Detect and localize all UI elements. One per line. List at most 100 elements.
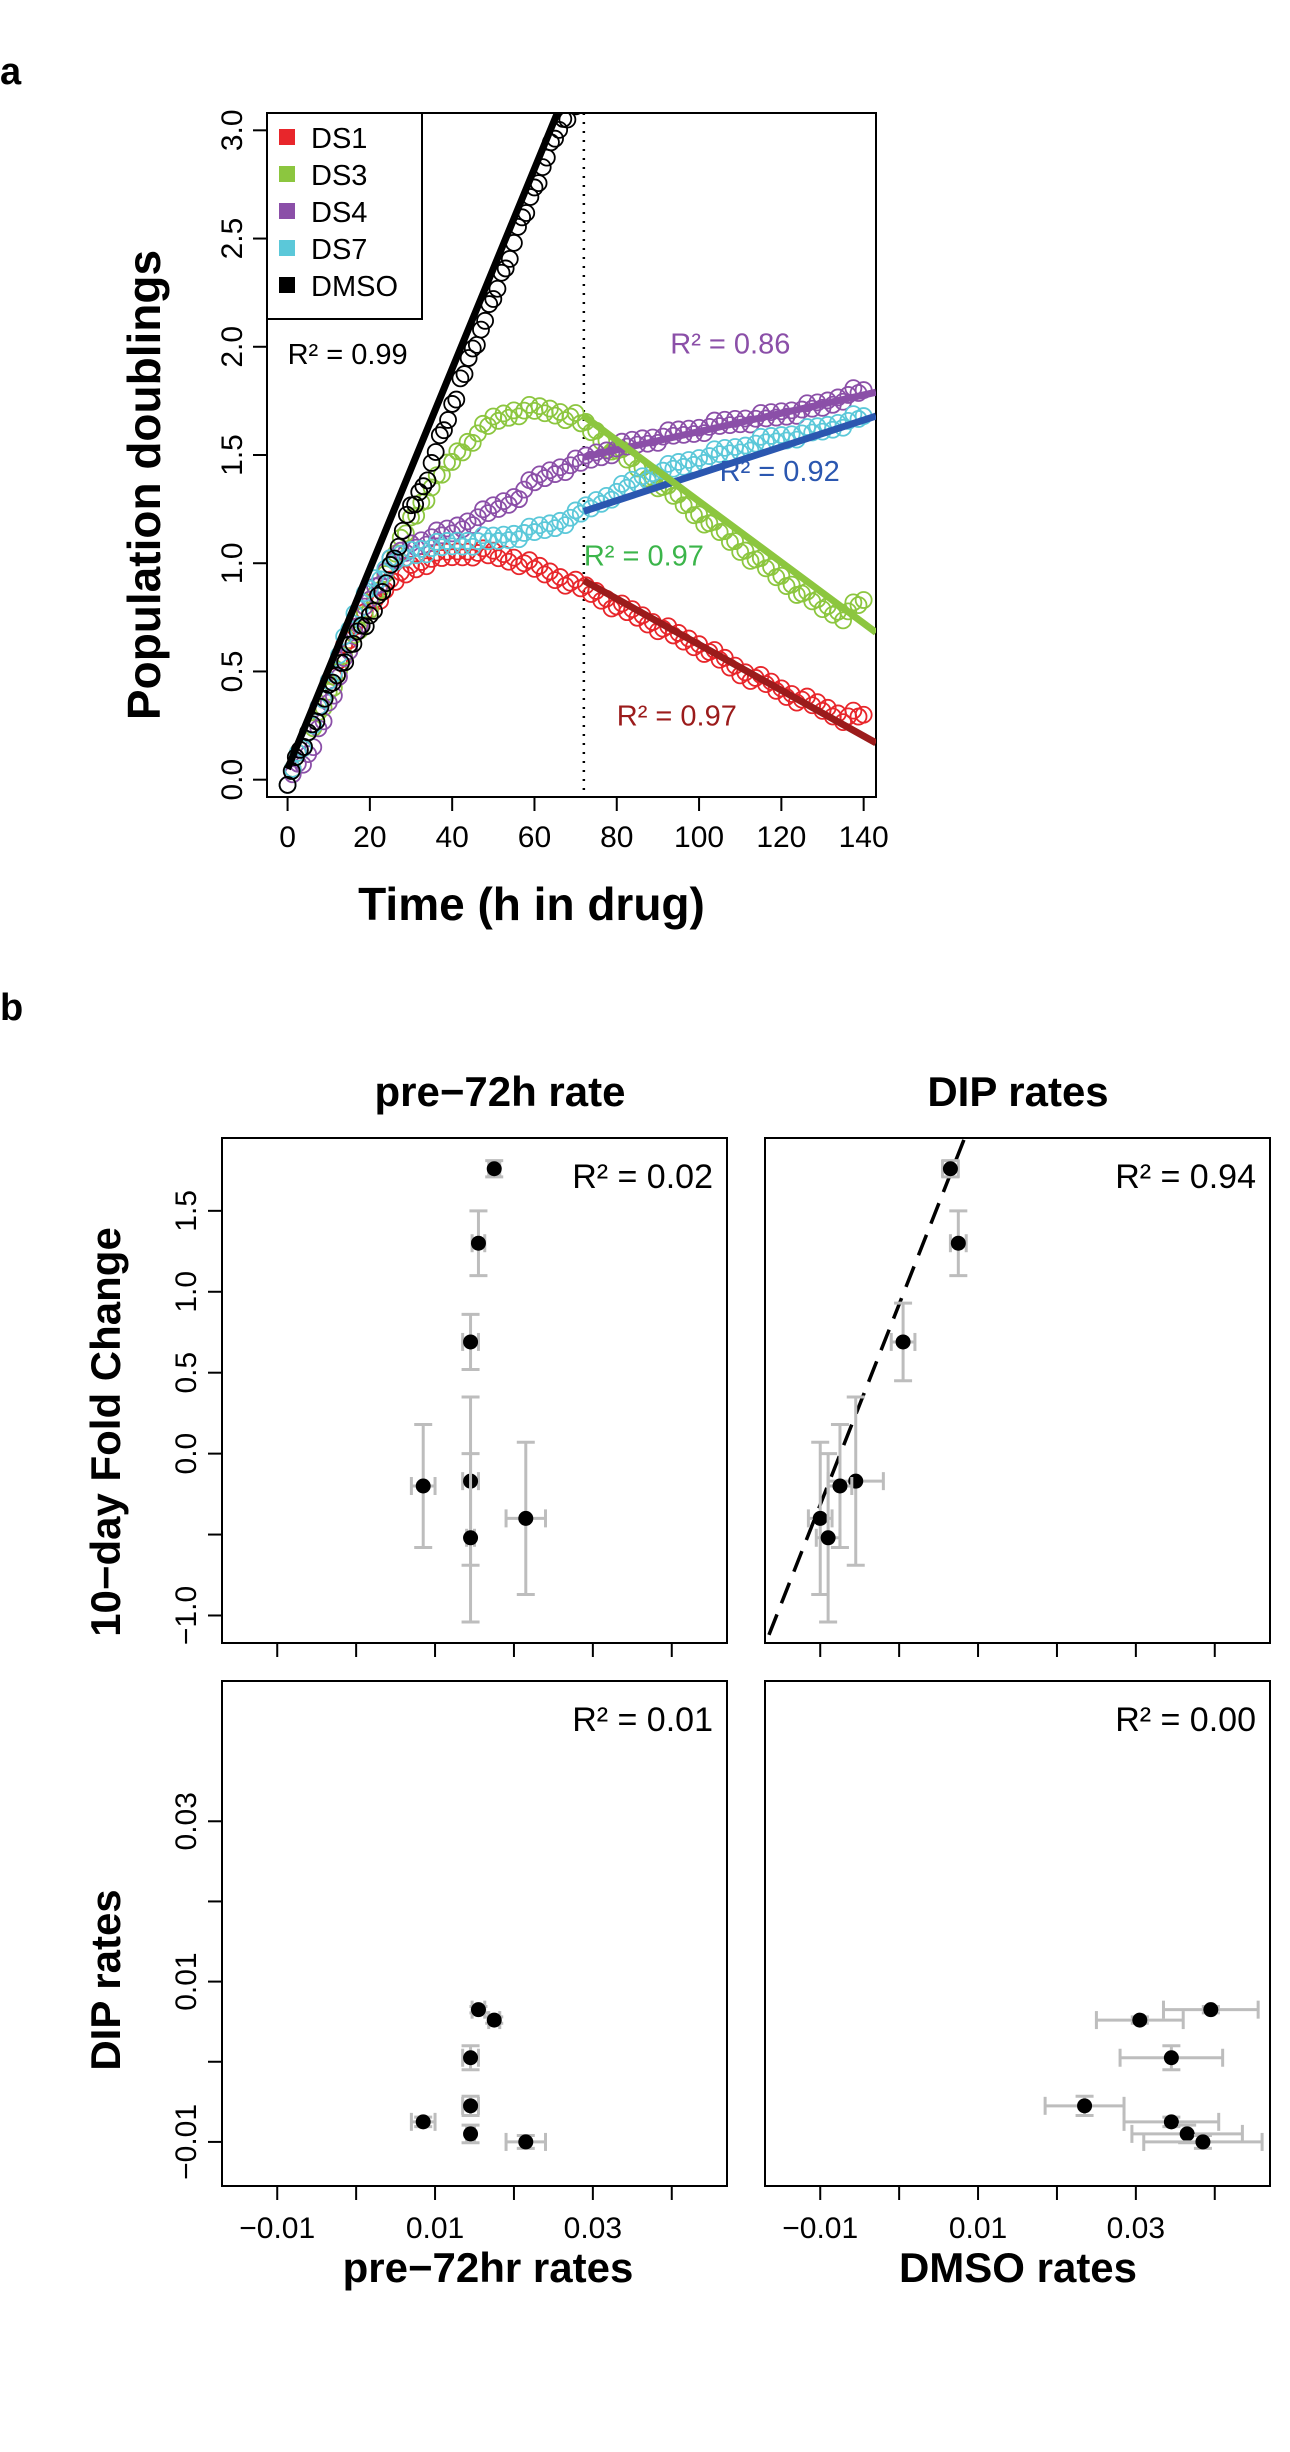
plot-frame [764, 1137, 1271, 1644]
data-point-dmso [439, 411, 457, 429]
data-point-dmso [500, 249, 519, 268]
data-point-ds7 [443, 537, 462, 556]
y-tick-label: 0.01 [170, 1952, 203, 2010]
data-point-ds1 [669, 624, 688, 642]
plot-area [409, 1159, 548, 1624]
data-point-dmso [564, 95, 580, 111]
data-point-ds7 [412, 540, 431, 558]
data-point-dmso [410, 483, 429, 501]
data-point [470, 1235, 486, 1251]
data-point-ds3 [396, 524, 415, 543]
data-point-ds7 [432, 538, 451, 557]
data-point [820, 1530, 836, 1546]
data-point-dmso [377, 574, 396, 593]
data-point-ds7 [448, 531, 467, 550]
data-point-ds7 [499, 531, 518, 549]
legend-label-ds7: DS7 [311, 234, 367, 266]
data-point-dmso [467, 335, 486, 354]
x-tick-label: 60 [518, 821, 551, 854]
data-point-dmso [488, 279, 507, 298]
data-point-dmso [496, 259, 515, 278]
data-point-ds1 [540, 562, 559, 581]
data-point [895, 1334, 911, 1350]
panel-b-title-left: pre−72h rate [375, 1068, 626, 1115]
data-point-dmso [576, 90, 592, 106]
y-tick-label: −1.0 [170, 1586, 203, 1645]
x-tick-label: 20 [353, 821, 386, 854]
data-point-dmso [426, 443, 445, 461]
data-point-dmso [418, 471, 437, 490]
panel-label-a: a [0, 51, 22, 93]
panel-b-ylabel-top: 10−day Fold Change [82, 1227, 129, 1637]
data-point-dmso [369, 586, 388, 605]
data-point-ds1 [443, 548, 462, 567]
x-tick-label: 0.01 [406, 2212, 464, 2245]
fit-line-ds3 [581, 413, 876, 636]
data-point-ds3 [427, 466, 446, 485]
data-point-dmso [558, 113, 577, 129]
data-point-ds3 [839, 602, 858, 621]
x-tick-label: 140 [839, 821, 889, 854]
data-point-ds7 [458, 531, 477, 550]
data-point [463, 2098, 479, 2114]
data-point [1163, 2114, 1179, 2130]
r2-annotation: R² = 0.01 [572, 1701, 713, 1739]
data-point-ds7 [690, 449, 708, 467]
fit-line [767, 1138, 967, 1636]
data-point-ds3 [566, 404, 585, 422]
panel-b-title-right: DIP rates [927, 1068, 1108, 1115]
panel-b-bottom-right-chart: R² = 0.00 −0.01 0.01 0.03 [764, 1680, 1271, 2245]
data-point-ds1 [854, 705, 873, 724]
x-tick-label: 0.03 [564, 2212, 622, 2245]
data-point-ds4 [458, 512, 477, 531]
legend-swatch-ds4 [279, 203, 295, 219]
y-tick-label: 2.0 [216, 326, 249, 368]
data-point [518, 2134, 534, 2150]
fit-line-ds7 [582, 412, 876, 515]
data-point-dmso [484, 290, 503, 308]
data-point-ds7 [422, 539, 441, 557]
data-point-ds3 [690, 505, 708, 524]
panel-b-ylabel-bottom: DIP rates [82, 1889, 129, 2070]
x-tick-label: 100 [674, 821, 724, 854]
data-point-ds3 [736, 541, 755, 560]
legend-swatch-ds3 [279, 166, 295, 182]
legend-label-ds1: DS1 [311, 123, 367, 155]
plot-frame [764, 1680, 1271, 2187]
data-point-ds3 [849, 596, 868, 615]
y-tick-label: 1.5 [170, 1190, 203, 1232]
data-point-dmso [356, 617, 375, 636]
data-point-dmso [430, 426, 449, 445]
x-tick-label: 0 [279, 821, 296, 854]
data-point-dmso [459, 349, 478, 367]
x-tick-label: 0.03 [1107, 2212, 1165, 2245]
data-point-ds7 [736, 436, 755, 455]
data-point-ds7 [463, 537, 482, 556]
data-point [1203, 2002, 1219, 2018]
panel-b-xlabel-right: DMSO rates [899, 2244, 1137, 2291]
panel-a-chart: R² = 0.99 R² = 0.86 R² = 0.92 R² = 0.97 R² =… [118, 90, 889, 930]
legend-label-dmso: DMSO [311, 271, 398, 303]
data-point-dmso [406, 495, 425, 514]
data-point-dmso [476, 311, 494, 330]
data-point [463, 1334, 479, 1350]
y-tick-label: 0.5 [216, 651, 249, 693]
data-point-ds7 [710, 445, 729, 464]
y-tick-label: 1.0 [170, 1271, 203, 1313]
y-tick-label: 3.0 [216, 109, 249, 151]
x-tick-label: −0.01 [782, 2212, 858, 2245]
x-tick-label: 80 [600, 821, 633, 854]
data-point-ds7 [407, 546, 426, 565]
data-point-dmso [344, 634, 363, 653]
data-point-ds3 [561, 407, 580, 426]
data-point [812, 1510, 828, 1526]
x-tick-label: −0.01 [239, 2212, 315, 2245]
plot-area [409, 2000, 548, 2151]
data-point [486, 1161, 502, 1177]
data-point-ds3 [479, 417, 498, 435]
data-point-ds3 [443, 453, 462, 471]
fit-r2-label: R² = 0.99 [288, 339, 408, 371]
data-point [463, 2126, 479, 2142]
y-tick-label: 1.5 [216, 434, 249, 476]
